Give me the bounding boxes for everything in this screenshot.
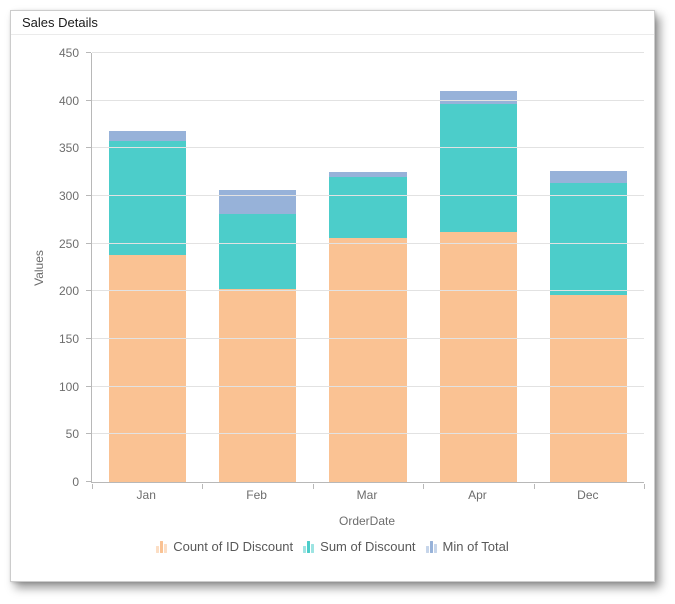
bar-columns <box>92 53 644 482</box>
y-tick-label-150: 150 <box>58 332 79 347</box>
y-tick-label-50: 50 <box>65 427 79 442</box>
y-tick-label-350: 350 <box>58 141 79 156</box>
gridline-250 <box>92 242 644 244</box>
y-tick-400 <box>86 99 91 101</box>
chart-widget-card: Sales Details Values 0 50 100 150 200 250 300 3… <box>10 10 655 582</box>
legend-item-min-of-total[interactable]: Min of Total <box>425 539 509 554</box>
plot-area <box>86 52 645 489</box>
bar-segment-min-of-total-dec[interactable] <box>550 171 628 183</box>
y-tick-0 <box>86 481 91 482</box>
page-title: Sales Details <box>22 15 98 30</box>
y-tick-250 <box>86 242 91 244</box>
x-axis-title: OrderDate <box>338 514 396 528</box>
chart-legend: Count of ID Discount Sum of Discount Min o… <box>11 539 654 554</box>
gridline-50 <box>92 433 644 435</box>
x-category-label-mar: Mar <box>356 488 378 502</box>
stacked-bar-feb <box>218 190 297 482</box>
x-category-label-jan: Jan <box>136 488 156 502</box>
bar-segment-sum-of-discount-mar[interactable] <box>329 176 407 238</box>
y-axis-labels: 0 50 100 150 200 250 300 350 400 450 <box>11 46 83 489</box>
mini-bar-chart-icon <box>425 540 437 553</box>
x-tick-4 <box>533 484 535 489</box>
bar-segment-sum-of-discount-dec[interactable] <box>550 182 628 296</box>
y-tick-150 <box>86 338 91 340</box>
y-tick-label-400: 400 <box>58 93 79 108</box>
bar-segment-min-of-total-feb[interactable] <box>218 190 297 215</box>
gridline-400 <box>92 99 644 101</box>
category-column-mar <box>313 53 423 482</box>
bar-segment-min-of-total-apr[interactable] <box>439 91 518 104</box>
gridline-450 <box>92 52 644 53</box>
y-tick-350 <box>86 147 91 149</box>
legend-label: Count of ID Discount <box>173 539 294 554</box>
y-tick-label-300: 300 <box>58 189 79 204</box>
legend-item-count-of-id-discount[interactable]: Count of ID Discount <box>156 539 293 554</box>
y-tick-450 <box>86 52 91 53</box>
bar-segment-sum-of-discount-jan[interactable] <box>108 140 186 256</box>
y-tick-label-200: 200 <box>58 284 79 299</box>
y-tick-300 <box>86 195 91 197</box>
gridline-300 <box>92 195 644 197</box>
legend-label: Sum of Discount <box>320 539 416 554</box>
stacked-bar-jan <box>108 131 186 482</box>
legend-item-sum-of-discount[interactable]: Sum of Discount <box>303 539 416 554</box>
x-tick-1 <box>202 484 204 489</box>
legend-label: Min of Total <box>442 539 509 554</box>
y-tick-label-0: 0 <box>72 475 79 489</box>
bar-segment-count-of-id-discount-jan[interactable] <box>108 255 186 482</box>
bar-segment-min-of-total-jan[interactable] <box>108 131 186 141</box>
y-tick-100 <box>86 385 91 387</box>
category-column-jan <box>92 53 202 482</box>
gridline-350 <box>92 147 644 149</box>
chart-area: Values 0 50 100 150 200 250 300 350 400 450 Jan Fe… <box>11 35 654 582</box>
x-tick-5 <box>644 484 645 489</box>
x-tick-3 <box>423 484 425 489</box>
gridline-150 <box>92 338 644 340</box>
category-column-apr <box>423 53 533 482</box>
gridline-200 <box>92 290 644 292</box>
mini-bar-chart-icon <box>303 540 315 553</box>
x-category-label-dec: Dec <box>577 488 599 502</box>
widget-title-bar: Sales Details <box>11 11 654 35</box>
gridline-100 <box>92 385 644 387</box>
bar-segment-sum-of-discount-feb[interactable] <box>218 214 297 290</box>
x-tick-0 <box>92 484 93 489</box>
y-tick-label-250: 250 <box>58 236 79 251</box>
stacked-bar-dec <box>550 171 628 482</box>
y-tick-50 <box>86 433 91 435</box>
bar-segment-count-of-id-discount-dec[interactable] <box>550 295 628 482</box>
x-axis-labels: Jan Feb Mar Apr Dec <box>91 488 643 502</box>
bar-segment-min-of-total-mar[interactable] <box>329 172 407 177</box>
x-category-label-apr: Apr <box>468 488 487 502</box>
category-column-dec <box>534 53 644 482</box>
y-tick-label-100: 100 <box>58 379 79 394</box>
bar-segment-count-of-id-discount-apr[interactable] <box>439 232 518 482</box>
bar-segment-count-of-id-discount-mar[interactable] <box>329 237 407 482</box>
y-tick-200 <box>86 290 91 292</box>
stacked-bar-apr <box>439 91 518 482</box>
mini-bar-chart-icon <box>156 540 168 553</box>
x-tick-2 <box>312 484 314 489</box>
y-tick-label-450: 450 <box>58 46 79 60</box>
category-column-feb <box>202 53 312 482</box>
bar-segment-sum-of-discount-apr[interactable] <box>439 103 518 233</box>
x-category-label-feb: Feb <box>246 488 267 502</box>
stacked-bar-mar <box>329 172 407 482</box>
